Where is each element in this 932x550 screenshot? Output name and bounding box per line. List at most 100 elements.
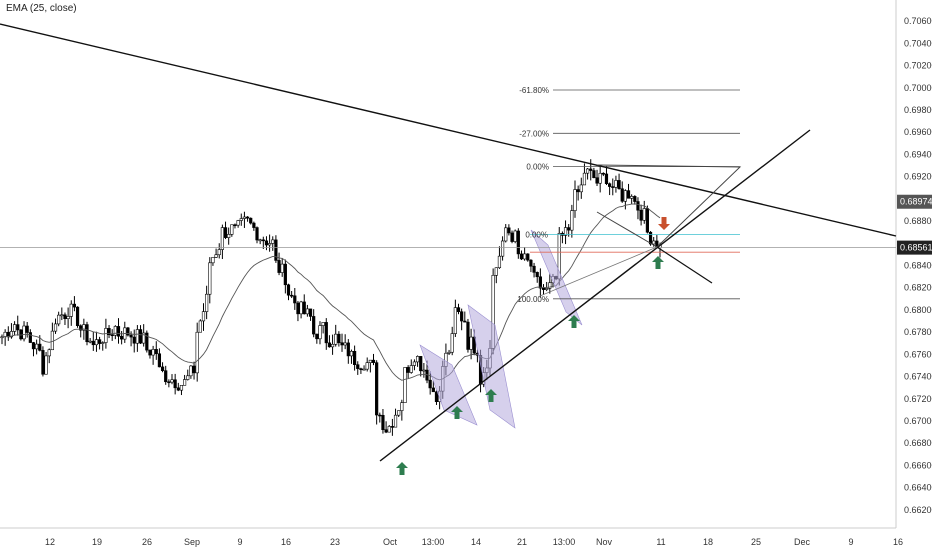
candle-body <box>626 190 631 199</box>
candle-body <box>519 253 524 260</box>
x-tick-label: 12 <box>45 537 55 547</box>
candle-body <box>66 316 70 320</box>
candle-body <box>570 210 574 231</box>
candle-body <box>167 381 171 384</box>
candle-body <box>170 379 174 383</box>
candle-body <box>12 324 17 332</box>
candle-body <box>639 209 643 221</box>
candle-body <box>283 263 287 286</box>
candle-body <box>633 196 637 202</box>
x-tick-label: 25 <box>751 537 761 547</box>
candle-body <box>205 293 209 312</box>
candle-body <box>541 287 546 290</box>
candle-body <box>321 322 325 326</box>
x-tick-label: 16 <box>893 537 903 547</box>
candle-body <box>305 308 309 315</box>
candle-body <box>110 334 114 337</box>
candle-body <box>576 189 580 193</box>
candle-body <box>500 240 505 257</box>
candle-body <box>353 350 357 365</box>
candle-body <box>614 180 618 188</box>
candle-body <box>22 325 26 340</box>
price-tag-label: 0.68974 <box>900 197 932 207</box>
sell-arrow-marker <box>658 217 670 230</box>
candle-body <box>107 328 111 336</box>
candle-body <box>648 231 653 245</box>
candle-body <box>116 326 121 337</box>
candle-body <box>434 391 439 403</box>
candle-body <box>101 342 105 344</box>
candle-body <box>327 342 332 348</box>
candle-body <box>504 227 508 242</box>
x-tick-label: 9 <box>237 537 242 547</box>
candle-body <box>337 333 341 344</box>
candle-body <box>104 328 108 343</box>
candle-body <box>510 232 514 242</box>
candle-body <box>378 414 382 417</box>
fib-level-label: 0.00% <box>526 163 549 172</box>
candle-body <box>460 311 464 322</box>
candle-body <box>469 336 473 350</box>
candle-body <box>513 230 517 242</box>
candle-body <box>151 349 155 356</box>
candle-body <box>239 218 243 221</box>
candle-body <box>223 227 228 238</box>
candle-body <box>598 172 602 184</box>
candle-body <box>145 332 149 351</box>
x-tick-label: 9 <box>848 537 853 547</box>
candle-body <box>585 168 590 174</box>
candle-body <box>346 342 350 357</box>
candle-body <box>201 311 206 322</box>
candle-body <box>249 217 253 224</box>
candle-body <box>264 240 269 246</box>
candle-body <box>312 316 316 335</box>
trendline-support <box>379 129 811 462</box>
candle-body <box>400 402 404 411</box>
candle-body <box>567 227 571 231</box>
price-tag-label: 0.68561 <box>900 243 932 253</box>
candle-body <box>85 324 89 343</box>
candle-body <box>183 379 187 386</box>
candle-body <box>365 362 369 370</box>
candle-body <box>318 325 322 340</box>
candle-body <box>286 284 291 296</box>
candle-body <box>516 230 520 255</box>
candle-body <box>497 255 502 269</box>
candle-body <box>274 239 278 261</box>
candle-body <box>523 253 527 260</box>
candle-body <box>652 240 656 245</box>
fib-level-label: -27.00% <box>519 129 549 138</box>
x-tick-label: 23 <box>330 537 340 547</box>
candle-body <box>60 314 64 317</box>
candle-body <box>315 333 319 340</box>
candle-body <box>53 323 58 332</box>
candle-body <box>384 429 388 433</box>
x-tick-label: Dec <box>794 537 811 547</box>
x-tick-label: 13:00 <box>553 537 576 547</box>
candle-body <box>192 365 196 374</box>
candle-body <box>608 183 612 187</box>
flag-channel <box>467 304 516 429</box>
candle-body <box>529 259 533 267</box>
candle-body <box>38 343 42 351</box>
candle-body <box>579 184 583 193</box>
price-tag-box <box>897 194 932 209</box>
candle-body <box>419 356 423 372</box>
candle-body <box>532 265 536 273</box>
buy-arrow-marker <box>396 462 408 475</box>
candle-body <box>290 294 294 297</box>
candle-body <box>507 227 511 234</box>
candle-body <box>148 349 152 356</box>
price-tag-box <box>897 240 932 255</box>
candle-body <box>277 260 281 273</box>
candle-body <box>472 336 476 354</box>
candle-body <box>160 366 165 371</box>
candle-body <box>563 227 568 236</box>
